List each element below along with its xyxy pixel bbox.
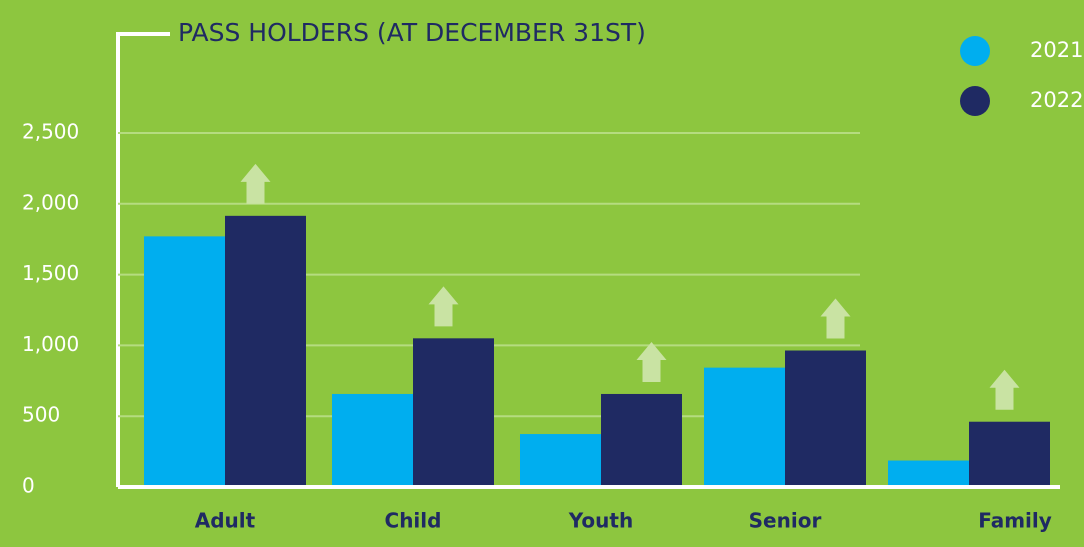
bar bbox=[225, 215, 306, 487]
bar bbox=[601, 393, 682, 487]
chart-title: PASS HOLDERS (AT DECEMBER 31ST) bbox=[178, 18, 646, 47]
bar bbox=[785, 350, 866, 487]
x-tick-label: Child bbox=[385, 509, 442, 533]
arrow-icon bbox=[989, 369, 1020, 410]
y-tick-label: 2,500 bbox=[22, 120, 79, 144]
bar bbox=[520, 434, 601, 487]
x-tick-label: Adult bbox=[195, 509, 256, 533]
arrow-icon bbox=[820, 298, 851, 339]
bar bbox=[969, 421, 1050, 487]
y-tick-label: 1,500 bbox=[22, 261, 79, 285]
arrow-icon bbox=[240, 163, 271, 204]
legend-label: 2021 bbox=[1030, 38, 1083, 62]
y-tick-label: 500 bbox=[22, 403, 60, 427]
legend-swatch bbox=[960, 36, 990, 66]
bar bbox=[413, 338, 494, 487]
bar bbox=[144, 236, 225, 487]
arrow-icon bbox=[428, 286, 459, 327]
x-tick-label: Family bbox=[978, 509, 1052, 533]
arrow-icon bbox=[636, 341, 667, 382]
bar bbox=[332, 393, 413, 487]
y-tick-label: 2,000 bbox=[22, 190, 79, 214]
x-tick-label: Youth bbox=[568, 509, 633, 533]
y-tick-label: 1,000 bbox=[22, 332, 79, 356]
y-tick-label: 0 bbox=[22, 474, 35, 498]
bar bbox=[888, 460, 969, 487]
axis-line bbox=[116, 32, 170, 487]
bar bbox=[704, 367, 785, 487]
legend-label: 2022 bbox=[1030, 88, 1083, 112]
x-tick-label: Senior bbox=[749, 509, 822, 533]
legend-swatch bbox=[960, 86, 990, 116]
